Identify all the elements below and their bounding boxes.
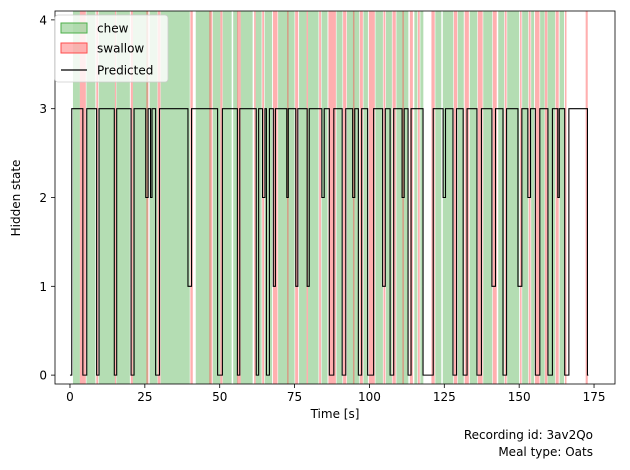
chew-span bbox=[498, 11, 505, 384]
predicted-series bbox=[69, 108, 589, 376]
chew-span bbox=[98, 11, 115, 384]
chew-span bbox=[299, 11, 307, 384]
chew-span bbox=[116, 11, 130, 384]
chew-span bbox=[86, 11, 96, 384]
swallow-span bbox=[564, 11, 567, 384]
swallow-span bbox=[520, 11, 522, 384]
chew-span bbox=[72, 11, 80, 384]
chew-span bbox=[469, 11, 478, 384]
swallow-span bbox=[220, 11, 223, 384]
swallow-span bbox=[453, 11, 458, 384]
swallow-span bbox=[343, 11, 347, 384]
swallow-span bbox=[492, 11, 497, 384]
swallow-span bbox=[209, 11, 213, 384]
swallow-span bbox=[555, 11, 559, 384]
chew-span bbox=[522, 11, 529, 384]
chew-span bbox=[132, 11, 148, 384]
x-tick-label: 0 bbox=[66, 390, 74, 404]
x-tick-label: 150 bbox=[508, 390, 531, 404]
annotation-spans bbox=[72, 11, 588, 384]
predicted-line bbox=[69, 108, 589, 376]
x-axis-ticks: 0 25 50 75 100 125 150 175 bbox=[66, 384, 605, 404]
legend-swallow-label: swallow bbox=[97, 42, 144, 56]
swallow-span bbox=[477, 11, 483, 384]
chew-span bbox=[363, 11, 368, 384]
y-axis-ticks: 0 1 2 3 4 bbox=[39, 13, 55, 383]
legend: chew swallow Predicted bbox=[54, 14, 169, 83]
x-axis-label: Time [s] bbox=[310, 407, 360, 421]
swallow-span bbox=[417, 11, 420, 384]
swallow-span bbox=[544, 11, 548, 384]
y-tick-label: 1 bbox=[39, 280, 47, 294]
chew-span bbox=[233, 11, 238, 384]
y-axis-label: Hidden state bbox=[9, 160, 23, 237]
swallow-span bbox=[130, 11, 133, 384]
y-tick-label: 4 bbox=[39, 13, 47, 27]
chew-span bbox=[264, 11, 273, 384]
x-tick-label: 25 bbox=[137, 390, 152, 404]
swallow-span bbox=[295, 11, 299, 384]
x-tick-label: 75 bbox=[287, 390, 302, 404]
meal-type-caption: Meal type: Oats bbox=[498, 445, 593, 459]
swallow-span bbox=[383, 11, 386, 384]
chew-span bbox=[149, 11, 158, 384]
swallow-span bbox=[114, 11, 117, 384]
chew-span bbox=[559, 11, 565, 384]
x-tick-label: 175 bbox=[583, 390, 606, 404]
chew-span bbox=[195, 11, 211, 384]
swallow-span bbox=[368, 11, 375, 384]
chew-span bbox=[540, 11, 545, 384]
legend-predicted-label: Predicted bbox=[97, 64, 153, 78]
swallow-span bbox=[504, 11, 507, 384]
legend-chew-swatch bbox=[60, 22, 88, 34]
chew-span bbox=[507, 11, 520, 384]
chew-span bbox=[375, 11, 383, 384]
legend-chew-label: chew bbox=[97, 22, 129, 36]
swallow-span bbox=[585, 11, 588, 384]
swallow-span bbox=[328, 11, 336, 384]
legend-frame bbox=[54, 14, 169, 83]
chew-span bbox=[547, 11, 556, 384]
chew-span bbox=[457, 11, 464, 384]
y-tick-label: 3 bbox=[39, 102, 47, 116]
swallow-span bbox=[96, 11, 99, 384]
chew-span bbox=[308, 11, 319, 384]
chew-span bbox=[435, 11, 442, 384]
x-tick-label: 125 bbox=[433, 390, 456, 404]
legend-swallow-swatch bbox=[60, 42, 88, 54]
chew-span bbox=[385, 11, 392, 384]
chew-span bbox=[442, 11, 454, 384]
chew-span bbox=[483, 11, 493, 384]
y-tick-label: 0 bbox=[39, 369, 47, 383]
y-tick-label: 2 bbox=[39, 191, 47, 205]
x-tick-label: 50 bbox=[212, 390, 227, 404]
chew-span bbox=[420, 11, 424, 384]
swallow-span bbox=[254, 11, 256, 384]
chew-span bbox=[414, 11, 418, 384]
chew-span bbox=[531, 11, 535, 384]
chew-span bbox=[222, 11, 232, 384]
chew-span bbox=[212, 11, 221, 384]
swallow-span bbox=[535, 11, 540, 384]
swallow-span bbox=[237, 11, 241, 384]
swallow-span bbox=[319, 11, 321, 384]
recording-id-caption: Recording id: 3av2Qo bbox=[463, 428, 593, 442]
x-tick-label: 100 bbox=[358, 390, 381, 404]
chew-span bbox=[240, 11, 253, 384]
chew-span bbox=[336, 11, 343, 384]
